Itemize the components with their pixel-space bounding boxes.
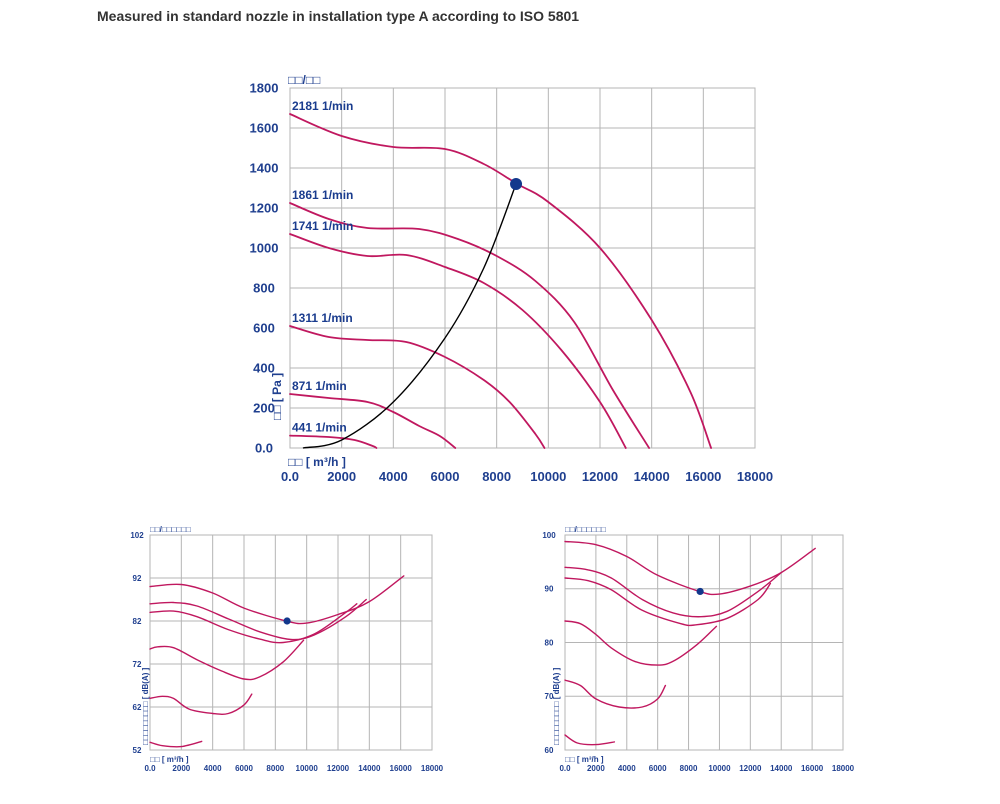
operating-point-marker xyxy=(283,617,291,625)
x-axis-label: □□ [ m³/h ] xyxy=(150,755,189,764)
x-tick-label: 12000 xyxy=(582,469,618,484)
y-tick-label: 1600 xyxy=(250,121,279,136)
x-tick-label: 8000 xyxy=(266,764,284,773)
x-tick-label: 6000 xyxy=(431,469,460,484)
y-axis-label: □□□□□□□□□ [ dB(A) ] xyxy=(141,667,150,745)
y-tick-label: 200 xyxy=(253,401,275,416)
y-tick-label: 100 xyxy=(542,531,556,540)
x-tick-label: 2000 xyxy=(327,469,356,484)
y-tick-label: 102 xyxy=(130,531,144,540)
x-tick-label: 12000 xyxy=(739,764,762,773)
x-tick-label: 4000 xyxy=(379,469,408,484)
curve-441-rpm xyxy=(149,740,203,748)
y-axis-unit-label: □□/□□ xyxy=(288,73,320,87)
curve-871-rpm xyxy=(564,679,667,709)
x-tick-label: 14000 xyxy=(358,764,381,773)
x-tick-label: 2000 xyxy=(172,764,190,773)
y-tick-label: 1400 xyxy=(250,161,279,176)
curve-label: 1311 1/min xyxy=(292,311,353,325)
curve-1311-rpm xyxy=(149,639,305,681)
y-tick-label: 600 xyxy=(253,321,275,336)
curve-1861-rpm xyxy=(149,598,367,641)
x-tick-label: 2000 xyxy=(587,764,605,773)
x-tick-label: 18000 xyxy=(832,764,855,773)
curve-2181-rpm xyxy=(289,113,712,449)
x-tick-label: 14000 xyxy=(770,764,793,773)
curve-441-rpm xyxy=(289,434,378,449)
curve-1311-rpm xyxy=(289,325,546,449)
x-axis-label: □□ [ m³/h ] xyxy=(565,755,604,764)
x-tick-label: 18000 xyxy=(421,764,444,773)
sound-chart-right: 0.0 2000 4000 6000 8000 10000 12000 14000 16000 1… xyxy=(542,525,854,773)
x-tick-label: 16000 xyxy=(685,469,721,484)
x-tick-label: 8000 xyxy=(680,764,698,773)
curve-871-rpm xyxy=(289,393,457,449)
operating-point-marker xyxy=(696,587,704,596)
y-tick-label: 0.0 xyxy=(255,441,273,456)
y-tick-label: 90 xyxy=(545,585,554,594)
x-tick-label: 12000 xyxy=(327,764,350,773)
x-axis-label: □□ [ m³/h ] xyxy=(288,455,346,469)
system-resistance-curve xyxy=(302,183,517,449)
y-tick-label: 800 xyxy=(253,281,275,296)
curve-2181-rpm xyxy=(564,540,816,596)
y-axis-unit-label: □□/□□□□□□ xyxy=(565,525,606,534)
y-tick-label: 400 xyxy=(253,361,275,376)
curve-441-rpm xyxy=(564,734,616,746)
x-tick-label: 0.0 xyxy=(144,764,156,773)
curve-871-rpm xyxy=(149,693,253,715)
y-tick-label: 52 xyxy=(133,746,142,755)
x-tick-label: 0.0 xyxy=(281,469,299,484)
x-tick-label: 4000 xyxy=(204,764,222,773)
x-tick-label: 16000 xyxy=(801,764,824,773)
y-tick-label: 1200 xyxy=(250,201,279,216)
curve-1861-rpm xyxy=(289,202,650,449)
curve-label: 871 1/min xyxy=(292,379,347,393)
plot-frame xyxy=(149,534,433,751)
x-tick-label: 8000 xyxy=(482,469,511,484)
y-tick-label: 62 xyxy=(133,703,142,712)
x-tick-label: 10000 xyxy=(708,764,731,773)
x-tick-label: 10000 xyxy=(296,764,319,773)
y-tick-label: 1000 xyxy=(250,241,279,256)
y-tick-label: 72 xyxy=(133,660,142,669)
y-tick-label: 60 xyxy=(545,746,554,755)
y-tick-label: 70 xyxy=(545,692,554,701)
sound-chart-left: 0.0 2000 4000 6000 8000 10000 12000 14000 16000 1… xyxy=(130,525,443,773)
curve-label: 1741 1/min xyxy=(292,219,353,233)
curve-1311-rpm xyxy=(564,620,718,666)
y-tick-label: 82 xyxy=(133,617,142,626)
x-tick-label: 6000 xyxy=(649,764,667,773)
curve-label: 2181 1/min xyxy=(292,99,353,113)
y-tick-label: 80 xyxy=(545,638,554,647)
curve-1741-rpm xyxy=(149,603,358,644)
pressure-chart: 0.0 2000 4000 6000 8000 10000 12000 14000 16000 1… xyxy=(250,73,774,484)
curve-1741-rpm xyxy=(564,577,772,627)
x-tick-label: 6000 xyxy=(235,764,253,773)
x-tick-label: 18000 xyxy=(737,469,773,484)
x-tick-label: 10000 xyxy=(530,469,566,484)
curve-1861-rpm xyxy=(564,566,782,618)
operating-point-marker xyxy=(510,178,523,190)
page-title: Measured in standard nozzle in installat… xyxy=(97,8,580,24)
curve-label: 1861 1/min xyxy=(292,188,353,202)
y-tick-label: 1800 xyxy=(250,81,279,96)
plot-frame xyxy=(289,87,756,449)
x-tick-label: 4000 xyxy=(618,764,636,773)
y-axis-label: □□□□□□□□□ [ dB(A) ] xyxy=(552,667,561,745)
x-tick-label: 0.0 xyxy=(559,764,571,773)
y-tick-label: 92 xyxy=(133,574,142,583)
x-tick-label: 14000 xyxy=(634,469,670,484)
y-axis-label: □□ [ Pa ] xyxy=(270,373,284,420)
x-tick-label: 16000 xyxy=(390,764,413,773)
curve-label: 441 1/min xyxy=(292,421,347,435)
curve-1741-rpm xyxy=(289,233,627,449)
y-axis-unit-label: □□/□□□□□□ xyxy=(150,525,191,534)
